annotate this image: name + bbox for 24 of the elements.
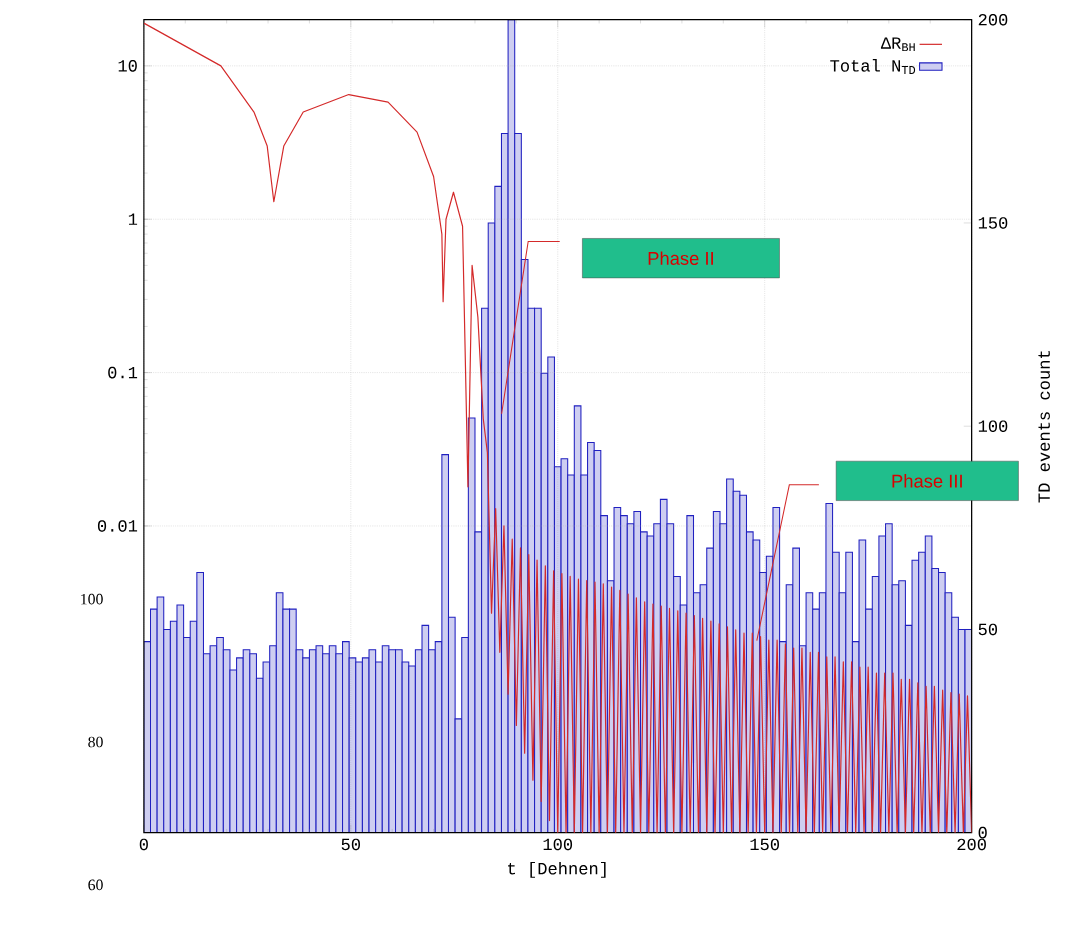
text: 60	[88, 879, 103, 891]
text: 80	[88, 736, 103, 748]
y-tick-label: 0.1	[108, 366, 138, 379]
y-tick-label: 1	[128, 213, 138, 225]
legend-label: ΔR$_{BH}$	[880, 37, 915, 51]
annotation: Phase II	[648, 251, 713, 265]
x-tick-label: 200	[957, 838, 986, 851]
x-tick-label: 50	[341, 838, 360, 851]
y-tick-label: 10	[118, 59, 137, 72]
y2-tick-label: 200	[978, 13, 1008, 26]
x-tick-label: 100	[543, 838, 573, 851]
x-tick-label: 0	[139, 838, 148, 851]
y2-tick-label: 50	[978, 623, 998, 636]
y-tick-label: 0.01	[97, 520, 138, 532]
legend-label: Total N$_{TD}$	[830, 58, 916, 74]
y2-tick-label: 100	[978, 420, 1008, 432]
line-series	[143, 22, 972, 833]
annotation: Phase III	[892, 474, 962, 488]
y2-axis-title: TD events count	[1038, 350, 1050, 503]
x-axis-title: t [Dehnen]	[508, 861, 606, 878]
y2-tick-label: 150	[978, 217, 1008, 229]
y2-tick-label: 0	[978, 826, 987, 839]
text: 100	[81, 593, 103, 605]
x-tick-label: 150	[750, 838, 780, 851]
